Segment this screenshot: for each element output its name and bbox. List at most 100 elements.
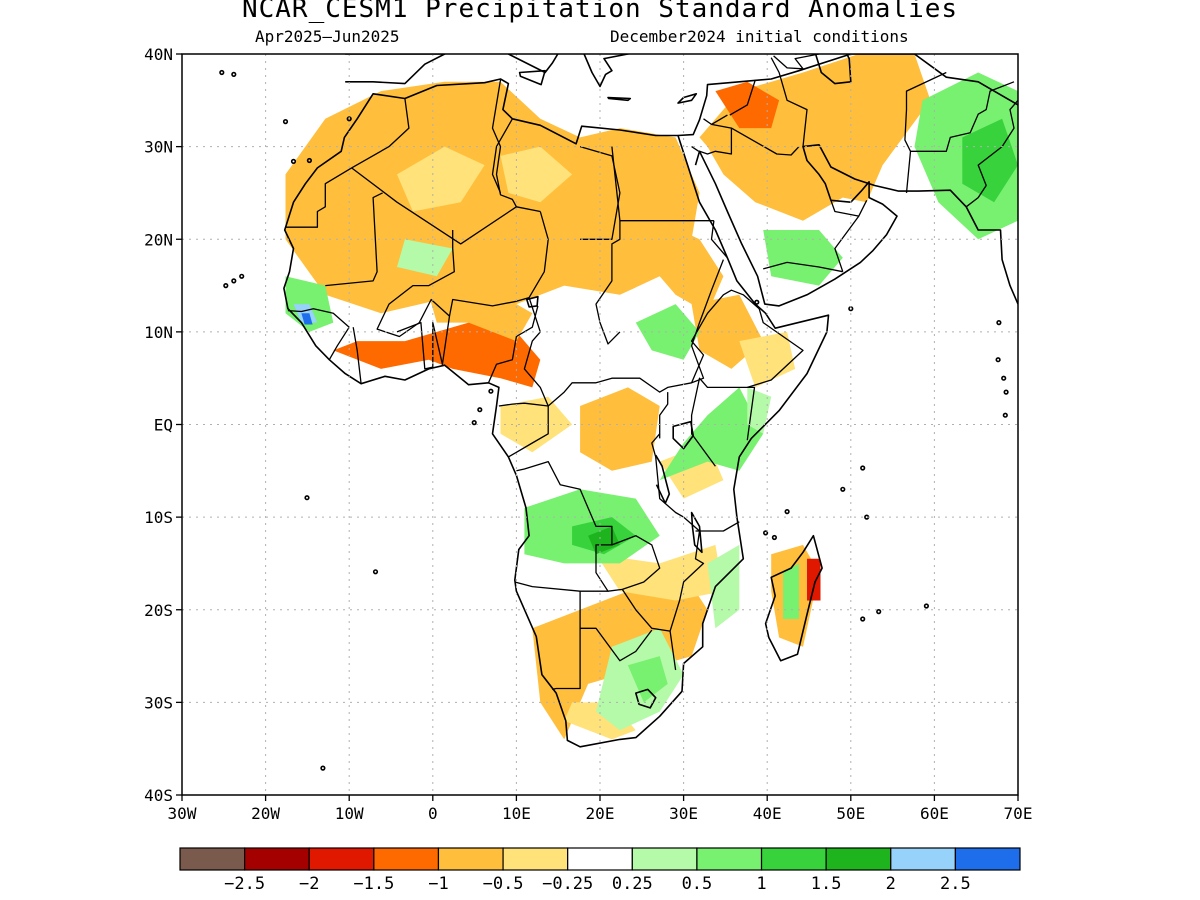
init-conditions-label: December2024 initial conditions xyxy=(610,27,909,46)
italy-coastline xyxy=(508,54,559,74)
island xyxy=(771,534,778,541)
island xyxy=(239,273,245,279)
x-tick-label: 0 xyxy=(428,804,438,823)
island xyxy=(231,278,237,284)
anomaly-patch xyxy=(397,239,453,277)
anomaly-patch xyxy=(763,230,843,286)
country-border xyxy=(287,308,350,361)
island xyxy=(306,157,313,164)
colorbar-swatch xyxy=(696,847,763,871)
country-border xyxy=(910,81,1015,152)
country-border xyxy=(552,591,581,691)
island xyxy=(996,320,1002,326)
country-border xyxy=(487,305,539,384)
country-border xyxy=(711,114,728,125)
colorbar-swatch xyxy=(954,847,1021,871)
anomaly-patch xyxy=(580,387,660,471)
island xyxy=(762,530,769,536)
colorbar-swatch xyxy=(890,847,956,871)
colorbar-swatch xyxy=(437,847,504,871)
country-border xyxy=(690,377,756,467)
anomaly-patch xyxy=(807,558,821,601)
island xyxy=(488,388,494,394)
country-border xyxy=(491,79,517,208)
island xyxy=(864,514,870,520)
x-tick-label: 60E xyxy=(920,804,949,823)
country-border xyxy=(747,308,804,389)
colorbar-label: 2 xyxy=(886,874,896,894)
island xyxy=(923,603,930,609)
country-border xyxy=(729,79,756,116)
anomaly-patch xyxy=(596,544,724,601)
anomaly-patch xyxy=(500,146,573,203)
lake-victoria xyxy=(672,420,695,450)
island xyxy=(1001,375,1007,381)
country-border xyxy=(731,127,800,156)
island xyxy=(840,486,846,492)
anomaly-shading xyxy=(285,54,1018,740)
country-border xyxy=(659,392,669,439)
x-tick-label: 40E xyxy=(753,804,782,823)
country-border xyxy=(830,200,868,217)
colorbar: −2.5 −2 −1.5 −1 −0.5 −0.25 0.25 0.5 1 1.5 2 2.5 xyxy=(179,847,1021,894)
country-border xyxy=(595,146,621,345)
colorbar-label: 0.25 xyxy=(612,874,653,894)
island xyxy=(304,495,310,501)
y-tick-label: 20S xyxy=(144,601,173,620)
x-tick-label: 20E xyxy=(586,804,615,823)
y-tick-label: 10N xyxy=(144,323,173,342)
colorbar-swatch xyxy=(179,847,246,871)
island xyxy=(219,69,225,76)
y-tick-label: EQ xyxy=(154,416,173,435)
anomaly-patch xyxy=(962,118,1018,203)
island xyxy=(754,299,760,305)
colorbar-label: −2 xyxy=(299,874,319,894)
anomaly-patch xyxy=(285,81,700,314)
island xyxy=(860,616,866,622)
island xyxy=(1002,412,1008,418)
colorbar-label: −1 xyxy=(428,874,448,894)
madagascar-coastline xyxy=(764,534,823,662)
y-tick-label: 30S xyxy=(144,693,173,712)
country-border xyxy=(498,402,549,458)
lake-chad xyxy=(525,295,539,308)
anomaly-patch xyxy=(707,137,851,221)
y-tick-label: 30N xyxy=(144,138,173,157)
chart-title: NCAR_CESM1 Precipitation Standard Anomal… xyxy=(241,0,959,24)
colorbar-label: 1 xyxy=(756,874,766,894)
iberia-coastline xyxy=(345,54,446,85)
island xyxy=(1003,389,1009,395)
colorbar-label: −0.25 xyxy=(542,874,593,894)
country-border xyxy=(580,627,653,662)
lake-tanganyika xyxy=(655,454,671,505)
x-tick-label: 30E xyxy=(669,804,698,823)
country-border xyxy=(695,521,740,532)
gridlines xyxy=(182,54,1018,795)
sicily-coastline xyxy=(518,69,546,86)
x-axis: 30W 20W 10W 0 10E 20E 30E 40E 50E 60E 70E xyxy=(168,795,1032,823)
colorbar-swatch xyxy=(308,847,375,871)
country-border xyxy=(834,215,860,272)
island xyxy=(320,765,326,771)
x-tick-label: 30W xyxy=(168,804,197,823)
x-tick-label: 10E xyxy=(502,804,531,823)
colorbar-swatch xyxy=(825,847,892,871)
y-tick-label: 40N xyxy=(144,45,173,64)
balkan-coastline xyxy=(583,54,631,88)
country-border xyxy=(770,57,808,147)
island xyxy=(860,465,866,471)
africa-coastline xyxy=(283,78,830,748)
anomaly-patch xyxy=(783,563,799,619)
colorbar-label: −0.5 xyxy=(483,874,524,894)
colorbar-label: 2.5 xyxy=(940,874,971,894)
colorbar-swatch xyxy=(244,847,310,871)
country-border xyxy=(351,167,541,245)
anomaly-patch xyxy=(635,304,700,360)
country-border xyxy=(579,145,621,240)
colorbar-label: −2.5 xyxy=(224,874,265,894)
country-border xyxy=(691,146,700,152)
season-label: Apr2025–Jun2025 xyxy=(255,27,400,46)
colorbar-swatch xyxy=(373,847,440,871)
country-border xyxy=(396,316,451,370)
